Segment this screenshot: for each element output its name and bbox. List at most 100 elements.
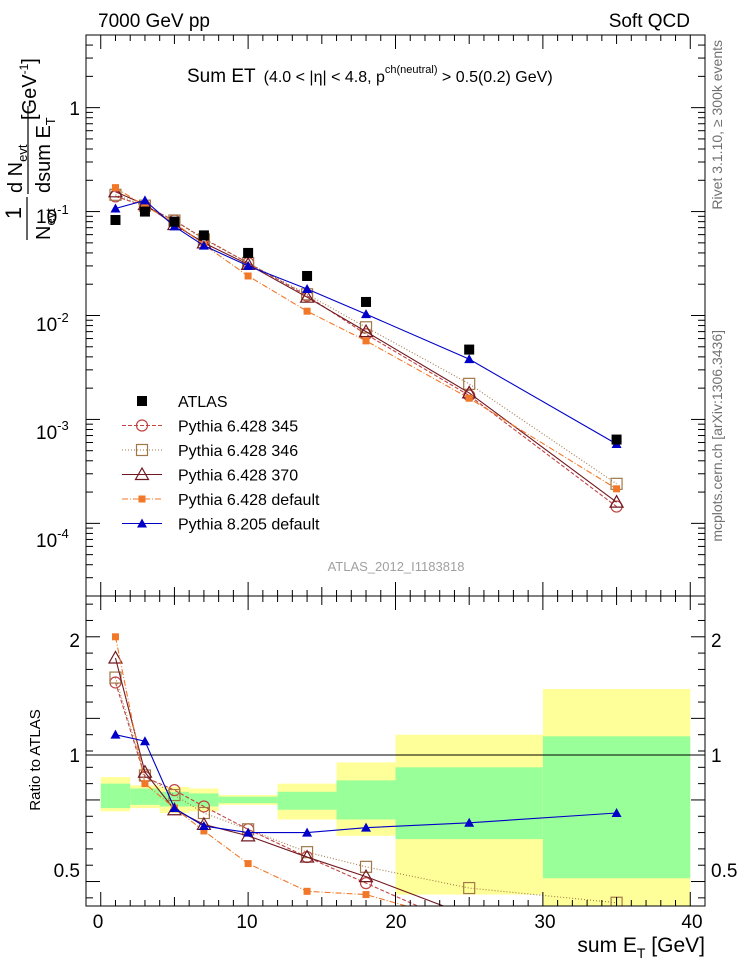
band-inner-8 xyxy=(542,736,691,879)
ratio-4-point-8 xyxy=(611,808,622,817)
series-4-point-4 xyxy=(243,260,254,270)
svg-text:[GeV-1]: [GeV-1] xyxy=(17,58,41,120)
svg-text:dsum ET: dsum ET xyxy=(33,117,58,193)
ratio-4-point-1 xyxy=(139,736,150,746)
analysis-id: ATLAS_2012_I1183818 xyxy=(328,559,465,574)
ratio-4-point-7 xyxy=(464,817,475,827)
ratio-tick-label-0.5-left: 0.5 xyxy=(54,861,80,882)
atlas-data-points xyxy=(110,206,622,445)
series-4-point-0 xyxy=(110,203,121,213)
series-1-point-6 xyxy=(359,321,373,334)
atlas-point-0 xyxy=(110,214,121,225)
ratio-2-point-5 xyxy=(299,849,315,863)
ratio-4-point-2 xyxy=(169,803,180,813)
y-tick-label-1e-3: 10-3 xyxy=(36,418,69,444)
series-3-point-0 xyxy=(111,184,119,192)
legend-marker-5 xyxy=(137,518,147,528)
legend-label-2: Pythia 6.428 346 xyxy=(178,443,298,460)
series-4-point-3 xyxy=(198,240,209,250)
header-left: 7000 GeV pp xyxy=(98,11,210,32)
ratio-1-point-5 xyxy=(300,846,314,859)
atlas-point-1 xyxy=(139,206,150,217)
legend: ATLAS Pythia 6.428 345 Pythia 6.428 346 Pyt… xyxy=(122,394,320,534)
x-tick-label-20: 20 xyxy=(385,912,406,933)
series-4-point-1 xyxy=(139,195,150,205)
ratio-line-0 xyxy=(114,682,419,906)
legend-marker-1 xyxy=(135,419,149,432)
atlas-point-8 xyxy=(611,434,622,445)
ratio-uncertainty-bands xyxy=(100,689,691,906)
band-inner-1 xyxy=(130,788,160,805)
svg-text:Nevt: Nevt xyxy=(33,208,58,240)
atlas-point-2 xyxy=(169,216,180,227)
y-tick-label-1e-1: 10-1 xyxy=(36,202,69,228)
ratio-tick-label-0.5-right: 0.5 xyxy=(711,861,737,882)
x-tick-label-30: 30 xyxy=(534,912,555,933)
band-inner-2 xyxy=(159,791,190,807)
ratio-1-point-6 xyxy=(359,860,373,873)
ratio-0-point-3 xyxy=(197,800,211,813)
ratio-tick-label-2-right: 2 xyxy=(711,631,722,652)
ratio-tick-label-1-left: 1 xyxy=(69,746,80,767)
plot-title: Sum ET (4.0 < |η| < 4.8, pch(neutral) > 0… xyxy=(187,64,553,87)
svg-text:d Nevt: d Nevt xyxy=(5,144,30,193)
x-tick-label-0: 0 xyxy=(93,912,104,933)
legend-label-1: Pythia 6.428 345 xyxy=(178,419,298,436)
ratio-4-point-4 xyxy=(243,827,254,837)
ratio-0-point-6 xyxy=(359,877,373,890)
atlas-point-7 xyxy=(464,344,475,355)
band-inner-3 xyxy=(189,793,219,807)
x-axis-label: sum ET [GeV] xyxy=(577,934,705,961)
ratio-4-point-6 xyxy=(361,822,372,832)
ratio-3-point-6 xyxy=(362,891,370,899)
x-tick-labels: 0 10 20 30 40 xyxy=(93,912,703,933)
ratio-4-point-0 xyxy=(110,729,121,739)
rivet-label: Rivet 3.1.10, ≥ 300k events xyxy=(709,40,725,210)
main-y-tick-labels: 1 10-1 10-2 10-3 10-4 xyxy=(36,99,80,552)
ratio-3-point-3 xyxy=(200,827,208,835)
axis-ticks xyxy=(86,34,706,906)
band-inner-0 xyxy=(100,783,131,809)
legend-label-5: Pythia 8.205 default xyxy=(178,517,320,534)
legend-label-0: ATLAS xyxy=(178,394,228,411)
ratio-4-point-3 xyxy=(198,821,209,831)
ratio-2-point-0 xyxy=(107,650,124,664)
band-inner-4 xyxy=(218,796,278,804)
band-inner-5 xyxy=(277,791,337,810)
ratio-y-label: Ratio to ATLAS xyxy=(27,709,44,810)
ratio-tick-label-1-right: 1 xyxy=(711,746,722,767)
ratio-1-point-7 xyxy=(463,881,476,895)
series-3-point-1 xyxy=(141,202,149,210)
series-3-point-5 xyxy=(303,307,311,315)
ratio-series-group xyxy=(107,633,623,906)
ratio-tick-label-2-left: 2 xyxy=(69,631,80,652)
ratio-3-point-4 xyxy=(244,860,252,868)
series-3-point-8 xyxy=(613,485,621,493)
ratio-4-point-5 xyxy=(302,827,313,837)
legend-marker-2 xyxy=(135,443,149,457)
ratio-2-point-6 xyxy=(358,868,374,883)
series-4-point-5 xyxy=(302,283,313,293)
series-4-point-7 xyxy=(464,354,475,364)
atlas-point-3 xyxy=(198,230,209,241)
header-right: Soft QCD xyxy=(609,11,690,32)
mcplots-label: mcplots.cern.ch [arXiv:1306.3436] xyxy=(709,330,725,542)
band-inner-6 xyxy=(336,780,396,820)
series-2-point-8 xyxy=(609,494,625,508)
series-3-point-6 xyxy=(362,337,370,345)
legend-marker-data xyxy=(137,396,147,406)
atlas-point-5 xyxy=(302,270,313,281)
series-3-point-4 xyxy=(244,272,252,280)
ratio-tick-labels: 0.5 1 2 0.5 1 2 xyxy=(54,631,738,882)
atlas-point-4 xyxy=(243,247,254,258)
ratio-3-point-5 xyxy=(303,887,311,895)
svg-text:1: 1 xyxy=(1,207,26,219)
main-y-label: 1 Nevt d Nevt dsum ET [GeV-1] xyxy=(1,58,58,240)
ratio-3-point-0 xyxy=(111,633,119,641)
y-tick-label-1e-2: 10-2 xyxy=(36,310,69,336)
series-2-point-5 xyxy=(299,289,315,303)
legend-label-3: Pythia 6.428 370 xyxy=(178,468,298,485)
ratio-2-point-1 xyxy=(137,764,153,778)
x-tick-label-40: 40 xyxy=(681,912,702,933)
